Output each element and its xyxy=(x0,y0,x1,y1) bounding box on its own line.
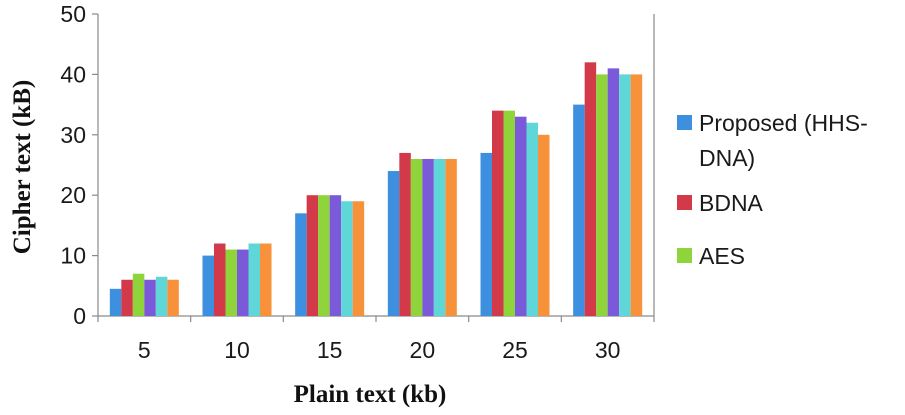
x-tick-label: 25 xyxy=(502,337,528,363)
bar xyxy=(214,243,226,316)
bar xyxy=(132,273,145,316)
bar xyxy=(619,74,631,317)
legend-label-proposed-line1: Proposed (HHS- xyxy=(699,110,868,136)
legend-swatch-aes xyxy=(677,248,692,263)
bar xyxy=(480,152,492,316)
x-tick-label: 10 xyxy=(224,337,250,363)
x-tick-label: 15 xyxy=(317,337,343,363)
bar xyxy=(318,195,330,316)
bar xyxy=(248,243,260,316)
bar xyxy=(515,116,527,317)
bar xyxy=(260,243,272,316)
bar xyxy=(607,68,620,316)
bar xyxy=(329,195,342,316)
bar xyxy=(399,152,411,316)
y-tick-label: 50 xyxy=(60,1,86,27)
x-tick-label: 5 xyxy=(138,337,151,363)
bar xyxy=(225,249,237,316)
bar xyxy=(155,276,168,316)
bar xyxy=(573,104,585,316)
bar xyxy=(237,249,249,316)
bar xyxy=(144,279,156,316)
bar xyxy=(202,255,214,316)
bar xyxy=(341,201,353,316)
legend-label-aes: AES xyxy=(699,243,745,269)
y-axis-title: Cipher text (kB) xyxy=(9,80,36,255)
plot-area: 0 10 20 30 40 50 5 10 15 20 25 30 xyxy=(60,1,655,363)
legend-swatch-proposed xyxy=(677,115,692,130)
bar xyxy=(596,74,608,317)
bar xyxy=(387,171,400,316)
bar xyxy=(526,122,538,316)
x-tick-label: 30 xyxy=(595,337,621,363)
bar xyxy=(352,201,365,316)
legend-label-bdna: BDNA xyxy=(699,190,764,216)
x-tick-label: 20 xyxy=(410,337,436,363)
y-tick-label: 20 xyxy=(60,182,86,208)
bar xyxy=(109,288,122,316)
bar xyxy=(295,213,307,316)
x-axis-title: Plain text (kb) xyxy=(294,381,447,408)
bar xyxy=(492,110,504,316)
bar xyxy=(410,158,423,316)
legend-swatch-bdna xyxy=(677,195,692,210)
bar xyxy=(445,158,457,316)
bar xyxy=(422,158,434,316)
bar xyxy=(503,110,515,316)
bar xyxy=(538,134,550,316)
y-tick-label: 10 xyxy=(60,243,86,269)
bar xyxy=(121,279,133,316)
legend: Proposed (HHS- DNA) BDNA AES xyxy=(677,110,868,269)
bar xyxy=(630,74,643,317)
bar xyxy=(433,158,446,316)
bar xyxy=(167,279,179,316)
y-tick-label: 30 xyxy=(60,122,86,148)
bar xyxy=(584,62,597,316)
y-tick-label: 40 xyxy=(60,61,86,87)
bar xyxy=(306,195,319,316)
legend-label-proposed-line2: DNA) xyxy=(699,145,755,171)
y-tick-label: 0 xyxy=(73,303,86,329)
